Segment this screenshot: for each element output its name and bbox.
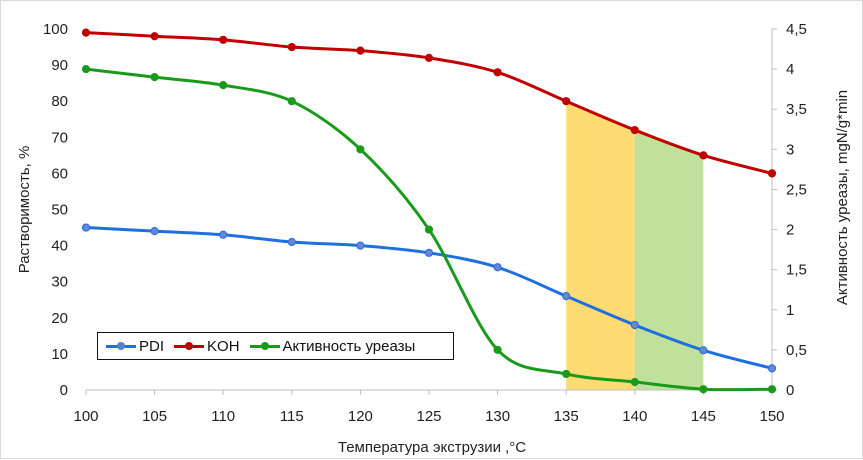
legend-swatch-urease [249, 340, 280, 352]
y-right-tick-label: 4,5 [786, 21, 807, 38]
x-tick-label: 130 [485, 408, 510, 425]
legend-item-urease: Активность уреазы [249, 337, 416, 355]
y-left-tick-label: 80 [51, 93, 68, 110]
y-right-tick-label: 3 [786, 141, 794, 158]
data-point-2 [356, 46, 365, 55]
x-axis-title: Температура экструзии ,°С [338, 439, 526, 456]
y-right-tick-label: 4 [786, 61, 794, 78]
x-tick-label: 135 [554, 408, 579, 425]
highlight-band-2 [634, 130, 704, 390]
data-point-2 [81, 28, 91, 37]
y-left-tick-label: 50 [51, 202, 68, 219]
data-point-2 [630, 125, 639, 135]
y-left-tick-label: 70 [51, 129, 68, 146]
x-tick-label: 145 [691, 408, 716, 425]
data-point-2 [699, 151, 708, 160]
data-point-2 [424, 53, 434, 62]
y-right-tick-label: 0 [786, 382, 794, 399]
y-right-tick-label: 1 [786, 302, 794, 319]
y-right-tick-label: 0,5 [786, 342, 807, 359]
x-tick-label: 100 [73, 408, 98, 425]
y-right-tick-label: 1,5 [786, 262, 807, 279]
data-point-3 [699, 385, 708, 394]
y-left-tick-label: 30 [51, 274, 68, 291]
data-point-2 [150, 32, 159, 41]
data-point-3 [767, 385, 777, 394]
x-tick-label: 150 [759, 408, 784, 425]
highlight-band-1 [566, 101, 635, 390]
data-point-1 [356, 241, 365, 250]
y-right-tick-label: 2 [786, 222, 794, 239]
data-point-1 [630, 320, 639, 330]
y-left-axis-title: Растворимость, % [16, 146, 33, 274]
legend: PDI KOH Активность уреазы [97, 332, 454, 360]
y-right-axis-title: Активность уреазы, mgN/g*min [834, 90, 851, 305]
data-point-3 [81, 65, 91, 74]
data-point-1 [287, 237, 296, 247]
y-left-tick-label: 60 [51, 165, 68, 182]
y-left-tick-label: 20 [51, 310, 68, 327]
data-point-3 [219, 81, 228, 90]
data-point-3 [424, 225, 434, 234]
data-point-1 [562, 292, 571, 301]
y-left-tick-label: 100 [43, 21, 68, 38]
x-tick-label: 105 [142, 408, 167, 425]
data-point-3 [150, 73, 159, 82]
legend-swatch-pdi [106, 340, 136, 352]
y-left-tick-label: 10 [51, 346, 68, 363]
data-point-1 [493, 263, 502, 272]
data-point-1 [81, 223, 91, 232]
y-right-tick-label: 2,5 [786, 181, 807, 198]
legend-item-pdi: PDI [106, 338, 164, 355]
data-point-1 [699, 346, 708, 355]
x-tick-label: 115 [280, 408, 304, 425]
legend-label-koh: KOH [207, 337, 240, 355]
data-point-3 [630, 377, 639, 387]
x-tick-label: 110 [211, 408, 235, 425]
y-left-tick-label: 40 [51, 238, 68, 255]
data-point-2 [287, 42, 296, 52]
legend-label-urease: Активность уреазы [282, 337, 416, 355]
data-point-3 [493, 345, 502, 354]
legend-swatch-koh [174, 340, 205, 352]
data-point-2 [562, 97, 571, 106]
x-tick-label: 140 [622, 408, 647, 425]
legend-label-pdi: PDI [139, 337, 165, 355]
data-point-3 [562, 369, 571, 379]
x-tick-label: 125 [416, 408, 441, 425]
legend-item-koh: KOH [174, 338, 240, 355]
data-point-2 [493, 68, 502, 77]
y-right-tick-label: 3,5 [786, 101, 807, 118]
x-tick-label: 120 [348, 408, 373, 425]
data-point-3 [287, 97, 296, 106]
data-point-2 [219, 35, 228, 44]
data-point-1 [150, 227, 159, 236]
y-left-tick-label: 90 [51, 57, 68, 74]
data-point-2 [767, 169, 777, 178]
data-point-1 [424, 248, 434, 257]
data-point-3 [356, 145, 365, 154]
y-left-tick-label: 0 [60, 382, 68, 399]
data-point-1 [767, 364, 777, 373]
data-point-1 [219, 230, 228, 239]
